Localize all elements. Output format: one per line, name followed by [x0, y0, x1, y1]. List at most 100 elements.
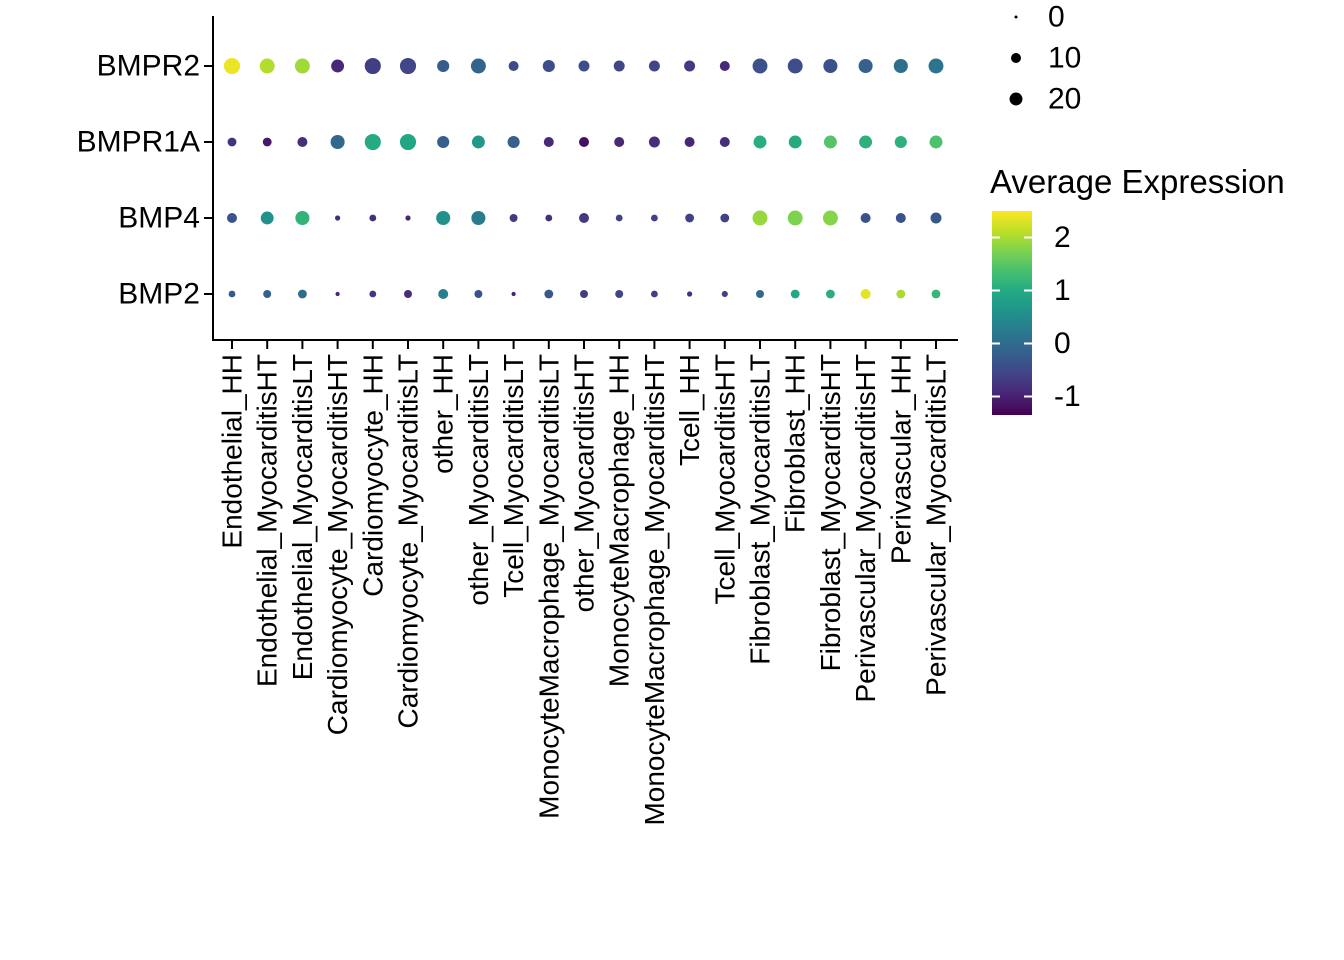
- dot: [507, 135, 520, 149]
- dot: [930, 212, 942, 224]
- dot: [223, 57, 241, 75]
- dot: [650, 214, 658, 222]
- dot: [650, 290, 658, 298]
- y-tick-label: BMP4: [118, 202, 200, 235]
- dot: [294, 58, 310, 74]
- size-legend-dot: [1009, 92, 1023, 106]
- x-tick-label: other_MyocarditisHT: [569, 354, 600, 612]
- dot: [474, 290, 483, 298]
- y-tick-label: BMPR1A: [77, 126, 200, 159]
- x-tick-label: Tcell_MyocarditisHT: [709, 354, 740, 605]
- dots-layer: [223, 57, 944, 299]
- dot: [369, 214, 377, 222]
- dot: [260, 211, 274, 225]
- dot: [580, 290, 588, 298]
- size-legend-label: 0: [1048, 1, 1065, 34]
- color-legend-ticks: 2 1 0 -1: [992, 221, 1081, 413]
- dot: [719, 61, 730, 71]
- dot: [825, 289, 835, 299]
- x-tick-label: Cardiomyocyte_HH: [357, 354, 388, 597]
- dot: [579, 213, 589, 223]
- color-legend-tick-label: 1: [1054, 274, 1071, 307]
- dot: [471, 135, 485, 149]
- dot: [295, 210, 310, 226]
- x-tick-label: Fibroblast_HH: [780, 354, 811, 533]
- dot: [615, 214, 623, 222]
- dot: [364, 133, 381, 151]
- color-legend-tick-label: 2: [1054, 221, 1071, 254]
- dot: [437, 135, 450, 149]
- x-tick-label: Fibroblast_MyocarditisLT: [745, 354, 776, 665]
- dot: [579, 137, 589, 147]
- dot: [364, 57, 381, 75]
- dot: [787, 58, 803, 74]
- dot: [720, 213, 730, 223]
- dot: [578, 60, 590, 72]
- dot: [399, 133, 417, 151]
- dot: [470, 58, 486, 74]
- x-tick-label: Perivascular_MyocarditisLT: [921, 354, 952, 696]
- dot: [437, 59, 450, 73]
- dot: [686, 291, 693, 297]
- dot: [471, 210, 486, 226]
- x-tick-label: other_HH: [428, 354, 459, 474]
- dot: [334, 215, 341, 221]
- dot: [335, 291, 340, 297]
- x-tick-label: Fibroblast_MyocarditisHT: [815, 354, 846, 671]
- dot: [823, 135, 837, 149]
- dot: [684, 60, 696, 72]
- dot: [895, 213, 906, 223]
- dot: [752, 58, 768, 74]
- dot: [262, 137, 272, 147]
- x-tick-label: Tcell_HH: [674, 354, 705, 466]
- dot: [684, 137, 695, 147]
- dot: [330, 134, 345, 150]
- dot: [404, 290, 412, 298]
- dot: [896, 289, 906, 299]
- size-legend-label: 10: [1048, 42, 1081, 75]
- dot: [228, 290, 236, 298]
- dot: [790, 289, 800, 299]
- dot: [227, 137, 237, 147]
- dot: [719, 137, 730, 147]
- dot: [263, 290, 272, 298]
- color-legend: Average Expression 2 1 0 -1: [990, 163, 1285, 415]
- x-tick-label: Endothelial_HH: [217, 354, 248, 549]
- dot: [928, 58, 944, 74]
- x-tick-label: Cardiomyocyte_MyocarditisLT: [393, 354, 424, 729]
- dot: [685, 213, 695, 223]
- y-tick-label: BMPR2: [97, 50, 200, 83]
- dot: [858, 58, 873, 74]
- size-legend: 0 10 20: [1009, 1, 1081, 116]
- x-tick-label: Endothelial_MyocarditisLT: [287, 354, 318, 680]
- dot: [405, 215, 411, 221]
- dot: [787, 210, 803, 226]
- dot: [438, 289, 449, 299]
- dot: [823, 58, 838, 74]
- dot: [931, 289, 941, 299]
- y-axis: BMPR2 BMPR1A BMP4 BMP2: [77, 16, 214, 341]
- x-tick-label: MonocyteMacrophage_MyocarditisHT: [639, 354, 670, 826]
- x-tick-label: MonocyteMacrophage_HH: [604, 354, 635, 687]
- color-legend-tick-label: -1: [1054, 380, 1081, 413]
- dot: [752, 210, 768, 226]
- dot: [788, 135, 802, 149]
- dot: [614, 137, 625, 147]
- dot: [648, 60, 660, 72]
- dot: [860, 213, 871, 223]
- dot: [331, 59, 345, 73]
- x-tick-label: MonocyteMacrophage_MyocarditisLT: [533, 354, 564, 819]
- dot: [756, 290, 764, 298]
- dot: [753, 135, 767, 149]
- x-tick-label: Perivascular_HH: [885, 354, 916, 564]
- dot: [399, 57, 417, 75]
- dot: [859, 135, 873, 149]
- dot: [436, 210, 451, 226]
- dot: [227, 213, 237, 223]
- dot: [297, 289, 307, 299]
- dot: [259, 58, 275, 74]
- dot: [822, 210, 838, 226]
- x-tick-label: other_MyocarditisLT: [463, 354, 494, 606]
- y-tick-label: BMP2: [118, 278, 200, 311]
